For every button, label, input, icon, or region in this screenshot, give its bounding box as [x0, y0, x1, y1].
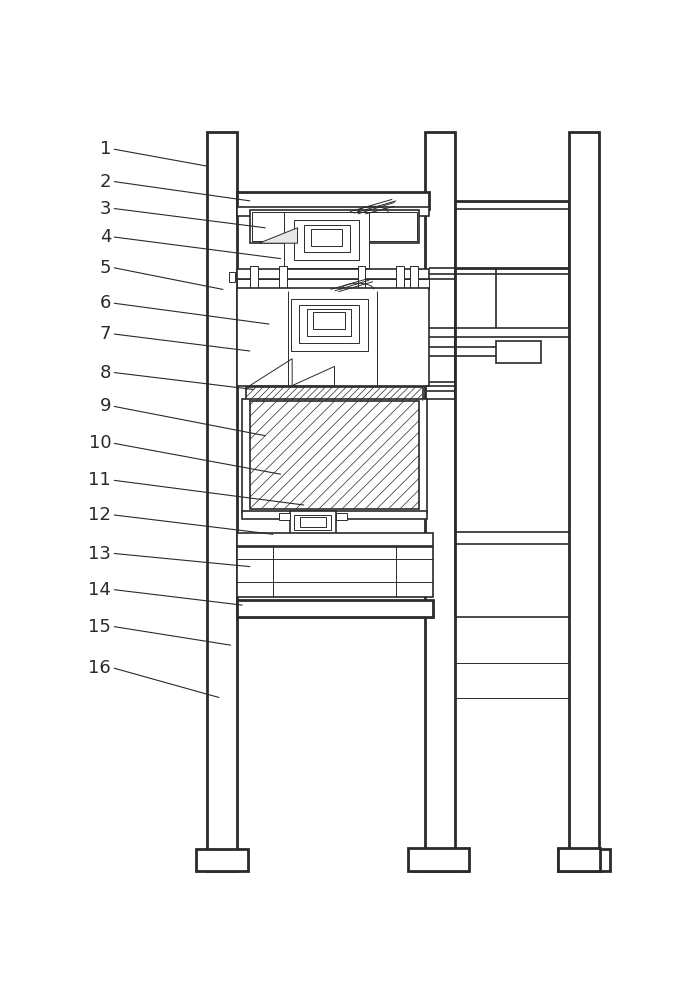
Bar — [246, 387, 423, 401]
Bar — [291, 299, 368, 351]
Bar — [279, 266, 287, 289]
Bar — [237, 288, 429, 386]
Bar — [336, 513, 347, 520]
Text: 3: 3 — [100, 200, 111, 218]
Bar — [237, 207, 429, 216]
Bar — [294, 220, 359, 260]
Bar — [410, 266, 417, 289]
Bar — [358, 266, 366, 289]
Bar — [237, 533, 433, 546]
Text: 9: 9 — [100, 397, 111, 415]
Text: 13: 13 — [88, 545, 111, 563]
Bar — [313, 312, 346, 329]
Bar — [250, 401, 419, 509]
Bar — [299, 305, 359, 343]
Text: 6: 6 — [100, 294, 111, 312]
Bar — [408, 848, 469, 871]
Bar — [237, 269, 429, 279]
Bar — [196, 849, 248, 871]
Text: 5: 5 — [100, 259, 111, 277]
Polygon shape — [292, 366, 334, 386]
Bar — [569, 132, 598, 871]
Bar — [246, 401, 254, 509]
Bar — [250, 210, 419, 243]
Bar — [252, 212, 417, 241]
Text: 2: 2 — [100, 173, 111, 191]
Bar — [426, 132, 455, 871]
Bar — [300, 517, 326, 527]
Bar — [396, 266, 404, 289]
Bar — [242, 511, 427, 519]
Bar — [285, 212, 369, 268]
Polygon shape — [250, 359, 292, 386]
Bar — [413, 849, 467, 871]
Bar — [558, 848, 600, 871]
Bar — [304, 225, 350, 252]
Text: 4: 4 — [100, 228, 111, 246]
Bar — [290, 511, 336, 534]
Bar — [242, 399, 427, 513]
Text: 7: 7 — [100, 325, 111, 343]
Bar — [312, 229, 342, 246]
Bar — [229, 272, 235, 282]
Text: 16: 16 — [88, 659, 111, 677]
Bar — [279, 513, 290, 520]
Bar — [237, 279, 429, 289]
Text: 8: 8 — [100, 364, 111, 382]
Bar — [237, 600, 433, 617]
Bar — [237, 547, 433, 597]
Bar — [307, 309, 352, 336]
Text: 14: 14 — [88, 581, 111, 599]
Text: 15: 15 — [88, 618, 111, 636]
Text: 12: 12 — [88, 506, 111, 524]
Bar — [250, 266, 258, 289]
Bar — [294, 515, 332, 530]
Polygon shape — [259, 228, 298, 243]
Text: 10: 10 — [88, 434, 111, 452]
Bar — [237, 192, 429, 209]
Bar — [496, 341, 541, 363]
Bar — [373, 401, 381, 509]
Bar — [207, 132, 237, 871]
Bar — [558, 849, 610, 871]
Text: 1: 1 — [100, 140, 111, 158]
Text: 11: 11 — [88, 471, 111, 489]
